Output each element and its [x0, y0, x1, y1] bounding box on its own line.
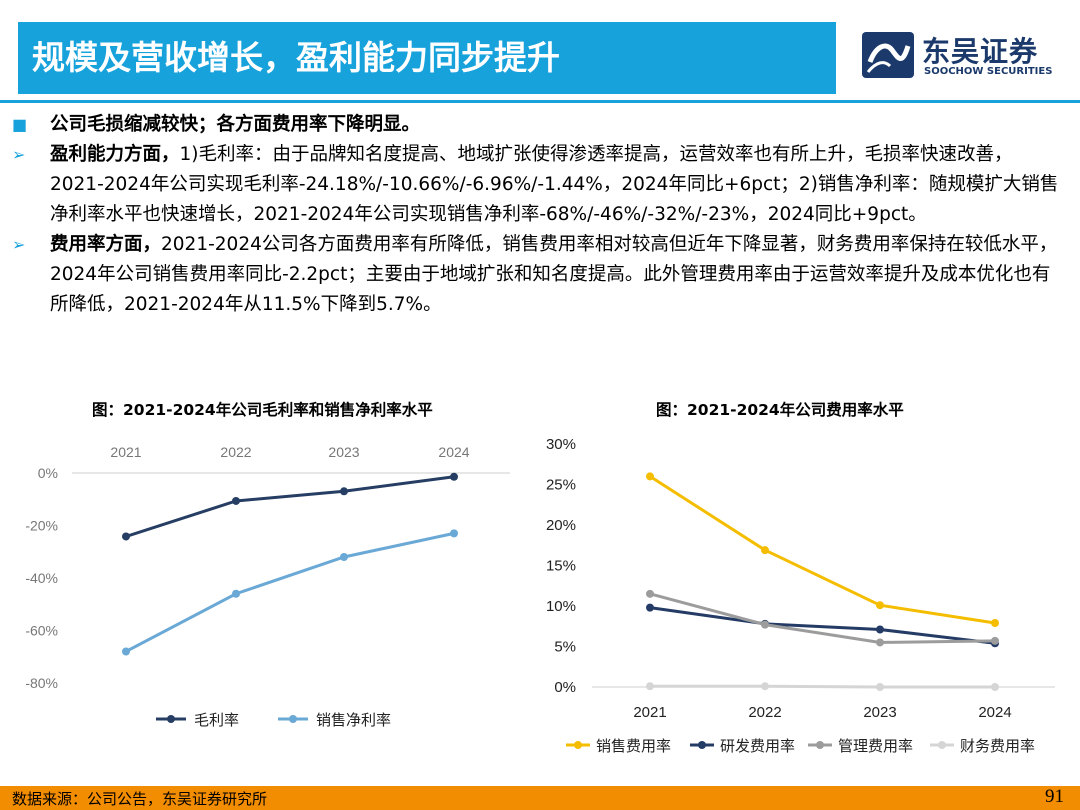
series-line-4 [650, 684, 995, 689]
logo-name: 东吴证券 [922, 35, 1039, 68]
data-point [761, 620, 769, 629]
data-point [646, 603, 654, 612]
y-tick-label: -80% [25, 675, 58, 691]
legend-label: 毛利率 [194, 712, 239, 729]
data-point [340, 553, 348, 561]
arrow-bullet-icon: ➢ [12, 235, 26, 254]
profitability-paragraph: ➢ 盈利能力方面，1)毛利率：由于品牌知名度提高、地域扩张使得渗透率提高，运营效… [12, 140, 1062, 230]
legend-marker [574, 741, 582, 749]
legend-label: 销售净利率 [316, 712, 391, 729]
y-tick-label: -20% [25, 518, 58, 534]
y-tick-label: 30% [546, 436, 576, 453]
data-point [340, 487, 348, 496]
legend-marker [938, 741, 946, 749]
data-point [232, 589, 240, 598]
margin-chart: 0% -20% -40% -60% -80% 2021 2022 2023 2024 毛利率 销售净… [25, 444, 510, 729]
y-tick-label: -40% [25, 570, 58, 586]
header-divider [0, 100, 1080, 103]
x-tick-label: 2021 [110, 444, 141, 460]
data-point [991, 619, 999, 628]
expense-ratio-chart: 30% 25% 20% 15% 10% 5% 0% 2021 2022 2023 2024 销售费用率… [546, 436, 1055, 755]
arrow-bullet-icon: ➢ [12, 145, 26, 164]
page-number: 91 [1045, 786, 1064, 807]
legend-marker [698, 741, 706, 749]
data-point [232, 496, 240, 505]
data-point [876, 683, 884, 691]
y-tick-label: 0% [38, 465, 58, 481]
series-line-1 [649, 475, 996, 625]
data-point [122, 647, 130, 656]
profitability-text: 1)毛利率：由于品牌知名度提高、地域扩张使得渗透率提高，运营效率也有所上升，毛损… [50, 144, 1059, 225]
x-tick-label: 2021 [633, 704, 666, 721]
soochow-logo-icon [862, 32, 914, 78]
y-tick-label: 0% [554, 679, 576, 696]
logo-english-name: SOOCHOW SECURITIES [924, 66, 1053, 77]
legend-label: 财务费用率 [960, 738, 1035, 755]
data-point [876, 601, 884, 610]
data-point [991, 636, 999, 645]
data-point [761, 682, 769, 691]
expense-text: 2021-2024公司各方面费用率有所降低，销售费用率相对较高但近年下降显著，财… [50, 234, 1058, 315]
chart1-title: 图：2021-2024年公司毛利率和销售净利率水平 [92, 401, 433, 419]
x-tick-label: 2022 [748, 704, 781, 721]
profitability-label: 盈利能力方面， [50, 144, 180, 165]
series-line-1 [125, 475, 455, 538]
x-tick-label: 2023 [328, 444, 359, 460]
y-tick-label: 25% [546, 477, 576, 494]
summary-heading-row: ■ 公司毛损缩减较快；各方面费用率下降明显。 [12, 110, 1062, 140]
y-tick-label: 10% [546, 598, 576, 615]
series-line-2 [649, 606, 996, 645]
x-tick-label: 2024 [438, 444, 469, 460]
x-tick-label: 2022 [220, 444, 251, 460]
y-tick-label: -60% [25, 623, 58, 639]
brand-logo: 东吴证券 SOOCHOW SECURITIES [862, 30, 1062, 82]
legend-marker [289, 715, 297, 723]
series-line-3 [649, 592, 996, 644]
footer-bar: 数据来源：公司公告，东吴证券研究所 91 [0, 786, 1080, 810]
series-line-2 [125, 531, 455, 653]
y-tick-label: 20% [546, 517, 576, 534]
data-point [646, 682, 654, 691]
legend-label: 管理费用率 [838, 738, 913, 755]
x-tick-label: 2024 [978, 704, 1011, 721]
data-point [122, 532, 130, 541]
legend-label: 销售费用率 [596, 738, 671, 755]
data-point [991, 683, 999, 691]
data-point [646, 589, 654, 598]
y-tick-label: 15% [546, 558, 576, 575]
legend-label: 研发费用率 [720, 738, 795, 755]
legend-marker [816, 741, 824, 749]
legend-marker [167, 715, 175, 723]
x-tick-label: 2023 [863, 704, 896, 721]
data-point [450, 472, 458, 481]
y-tick-label: 5% [554, 639, 576, 656]
data-point [876, 638, 884, 647]
data-point [876, 625, 884, 634]
data-source: 数据来源：公司公告，东吴证券研究所 [12, 790, 268, 808]
data-point [646, 472, 654, 481]
summary-heading: 公司毛损缩减较快；各方面费用率下降明显。 [50, 114, 421, 135]
page-title: 规模及营收增长，盈利能力同步提升 [18, 22, 836, 94]
chart2-title: 图：2021-2024年公司费用率水平 [656, 401, 904, 419]
data-point [450, 529, 458, 538]
square-bullet-icon: ■ [12, 115, 28, 134]
data-point [761, 546, 769, 555]
expense-paragraph: ➢ 费用率方面，2021-2024公司各方面费用率有所降低，销售费用率相对较高但… [12, 230, 1062, 320]
summary-text: ■ 公司毛损缩减较快；各方面费用率下降明显。 ➢ 盈利能力方面，1)毛利率：由于… [12, 110, 1062, 320]
expense-label: 费用率方面， [50, 234, 162, 255]
